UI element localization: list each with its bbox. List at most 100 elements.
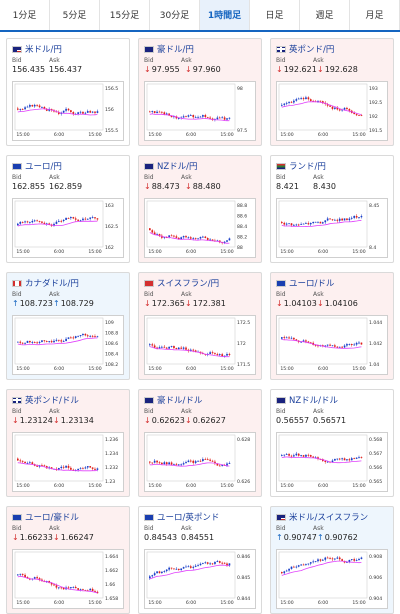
currency-card[interactable]: ユーロ/豪ドル Bid Ask ↓1.66233 ↓1.66247 1.664 1.662 1… (6, 506, 130, 614)
candle-body (322, 559, 324, 561)
tab-0[interactable]: 1分足 (0, 0, 50, 30)
y-tick-label: 0.844 (237, 596, 250, 602)
tab-6[interactable]: 週足 (300, 0, 350, 30)
pair-title[interactable]: 英ポンド/ドル (12, 394, 79, 406)
candle-body (216, 463, 219, 466)
price-chart[interactable]: 193 192.5 192 191.5 15:00 6:00 15:00 (276, 81, 388, 141)
pair-name[interactable]: 豪ドル/円 (157, 45, 194, 55)
tab-3[interactable]: 30分足 (150, 0, 200, 30)
pair-title[interactable]: ユーロ/円 (12, 160, 62, 172)
pair-title[interactable]: 豪ドル/円 (144, 43, 194, 55)
currency-card[interactable]: NZドル/ドル Bid Ask 0.56557 0.56571 0.568 0.567 0.5… (270, 389, 394, 497)
tab-1[interactable]: 5分足 (50, 0, 100, 30)
price-chart[interactable]: 8.45 8.4 15:00 6:00 15:00 (276, 198, 388, 258)
pair-name[interactable]: NZドル/ドル (289, 396, 339, 406)
candle-body (38, 221, 41, 222)
tab-7[interactable]: 月足 (350, 0, 400, 30)
pair-title[interactable]: NZドル/ドル (276, 394, 338, 406)
candle-body (285, 570, 288, 572)
candle-body (293, 455, 295, 457)
bid-label: Bid (12, 174, 22, 181)
price-chart[interactable]: 0.846 0.845 0.844 15:00 6:00 15:00 (144, 549, 256, 609)
up-arrow-icon: ↑ (276, 533, 283, 542)
pair-title[interactable]: ユーロ/ドル (276, 277, 334, 289)
pair-title[interactable]: 米ドル/円 (12, 43, 62, 55)
pair-title[interactable]: ユーロ/英ポンド (144, 511, 219, 523)
tab-2[interactable]: 15分足 (100, 0, 150, 30)
candle-body (288, 223, 290, 225)
bid-value: ↑108.723 (12, 299, 53, 308)
price-chart[interactable]: 0.908 0.906 0.904 15:00 6:00 15:00 (276, 549, 388, 609)
candle-body (38, 341, 41, 343)
price-chart[interactable]: 0.568 0.567 0.566 0.565 15:00 6:00 15:00 (276, 432, 388, 492)
pair-name[interactable]: 米ドル/スイスフラン (289, 513, 369, 523)
price-chart[interactable]: 109 108.8 108.6 108.4 108.2 15:00 6:00 15:00 (12, 315, 124, 375)
currency-card[interactable]: 豪ドル/円 Bid Ask ↓97.955 ↓97.960 98 97.5 15:00 6:00… (138, 38, 262, 146)
pair-title[interactable]: NZドル/円 (144, 160, 198, 172)
price-chart[interactable]: 1.664 1.662 1.66 1.658 15:00 6:00 15:00 (12, 549, 124, 609)
x-tick-label: 15:00 (352, 366, 365, 372)
candle-body (314, 561, 317, 562)
currency-card[interactable]: カナダドル/円 Bid Ask ↑108.723 ↑108.729 109 108.8 108… (6, 272, 130, 380)
price-chart[interactable]: 1.044 1.042 1.04 15:00 6:00 15:00 (276, 315, 388, 375)
candle-body (67, 108, 70, 111)
pair-title[interactable]: スイスフラン/円 (144, 277, 219, 289)
candle-body (65, 338, 67, 342)
candle-body (314, 457, 317, 459)
currency-card[interactable]: NZドル/円 Bid Ask ↓88.473 ↓88.480 88.8 88.6 88.4 88… (138, 155, 262, 263)
tab-4[interactable]: 1時間足 (200, 0, 250, 30)
pair-name[interactable]: 英ポンド/ドル (25, 396, 79, 406)
pair-title[interactable]: ランド/円 (276, 160, 326, 172)
ask-value: ↓172.381 (185, 299, 226, 308)
candle-body (353, 458, 356, 460)
currency-card[interactable]: スイスフラン/円 Bid Ask ↓172.365 ↓172.381 172.5 172 17… (138, 272, 262, 380)
candlestick-chart: 163 162.5 162 15:00 6:00 15:00 (14, 200, 118, 255)
pair-name[interactable]: 米ドル/円 (25, 45, 62, 55)
candle-body (285, 102, 288, 104)
candle-body (221, 117, 224, 119)
candle-body (58, 339, 60, 341)
price-chart[interactable]: 98 97.5 15:00 6:00 15:00 (144, 81, 256, 141)
price-chart[interactable]: 88.8 88.6 88.4 88.2 88 15:00 6:00 15:00 (144, 198, 256, 258)
currency-card[interactable]: 英ポンド/円 Bid Ask ↓192.621 ↓192.628 193 192.5 192 1… (270, 38, 394, 146)
price-chart[interactable]: 0.628 0.626 15:00 6:00 15:00 (144, 432, 256, 492)
currency-card[interactable]: 米ドル/円 Bid Ask 156.435 156.437 156.5 156 155.5 15… (6, 38, 130, 146)
candle-body (295, 99, 298, 101)
pair-name[interactable]: カナダドル/円 (25, 279, 79, 289)
candle-body (45, 341, 48, 342)
tab-5[interactable]: 日足 (250, 0, 300, 30)
price-chart[interactable]: 172.5 172 171.5 15:00 6:00 15:00 (144, 315, 256, 375)
bid-value: 0.84543 (144, 533, 177, 542)
pair-title[interactable]: ユーロ/豪ドル (12, 511, 79, 523)
currency-card[interactable]: 米ドル/スイスフラン Bid Ask ↑0.90747 ↑0.90762 0.908 0.9… (270, 506, 394, 614)
candle-body (151, 344, 154, 346)
pair-name[interactable]: ユーロ/ドル (289, 279, 335, 289)
ask-value: ↓97.960 (185, 65, 221, 74)
currency-card[interactable]: ユーロ/英ポンド Bid Ask 0.84543 0.84551 0.846 0.845 0.… (138, 506, 262, 614)
pair-name[interactable]: スイスフラン/円 (157, 279, 220, 289)
price-chart[interactable]: 163 162.5 162 15:00 6:00 15:00 (12, 198, 124, 258)
pair-title[interactable]: 米ドル/スイスフラン (276, 511, 368, 523)
pair-name[interactable]: NZドル/円 (157, 162, 198, 172)
pair-name[interactable]: ランド/円 (289, 162, 326, 172)
price-chart[interactable]: 156.5 156 155.5 15:00 6:00 15:00 (12, 81, 124, 141)
currency-card[interactable]: 英ポンド/ドル Bid Ask ↓1.23124 ↓1.23134 1.236 1.234 1… (6, 389, 130, 497)
pair-title[interactable]: カナダドル/円 (12, 277, 79, 289)
y-tick-label: 1.658 (105, 596, 118, 602)
currency-card[interactable]: 豪ドル/ドル Bid Ask ↓0.62623 ↓0.62627 0.628 0.626 15… (138, 389, 262, 497)
moving-average-line (149, 346, 230, 358)
ca-flag-icon (12, 279, 22, 287)
candle-body (158, 347, 161, 349)
pair-title[interactable]: 豪ドル/ドル (144, 394, 202, 406)
pair-name[interactable]: ユーロ/円 (25, 162, 62, 172)
pair-title[interactable]: 英ポンド/円 (276, 43, 334, 55)
pair-name[interactable]: 豪ドル/ドル (157, 396, 203, 406)
pair-name[interactable]: 英ポンド/円 (289, 45, 335, 55)
price-chart[interactable]: 1.236 1.234 1.232 1.23 15:00 6:00 15:00 (12, 432, 124, 492)
pair-name[interactable]: ユーロ/豪ドル (25, 513, 79, 523)
moving-average-line (281, 219, 362, 228)
currency-card[interactable]: ユーロ/円 Bid Ask 162.855 162.859 163 162.5 162 15:0… (6, 155, 130, 263)
currency-card[interactable]: ランド/円 Bid Ask 8.421 8.430 8.45 8.4 15:00 6:00 15:… (270, 155, 394, 263)
currency-card[interactable]: ユーロ/ドル Bid Ask ↓1.04103 ↓1.04106 1.044 1.042 1.… (270, 272, 394, 380)
pair-name[interactable]: ユーロ/英ポンド (157, 513, 220, 523)
